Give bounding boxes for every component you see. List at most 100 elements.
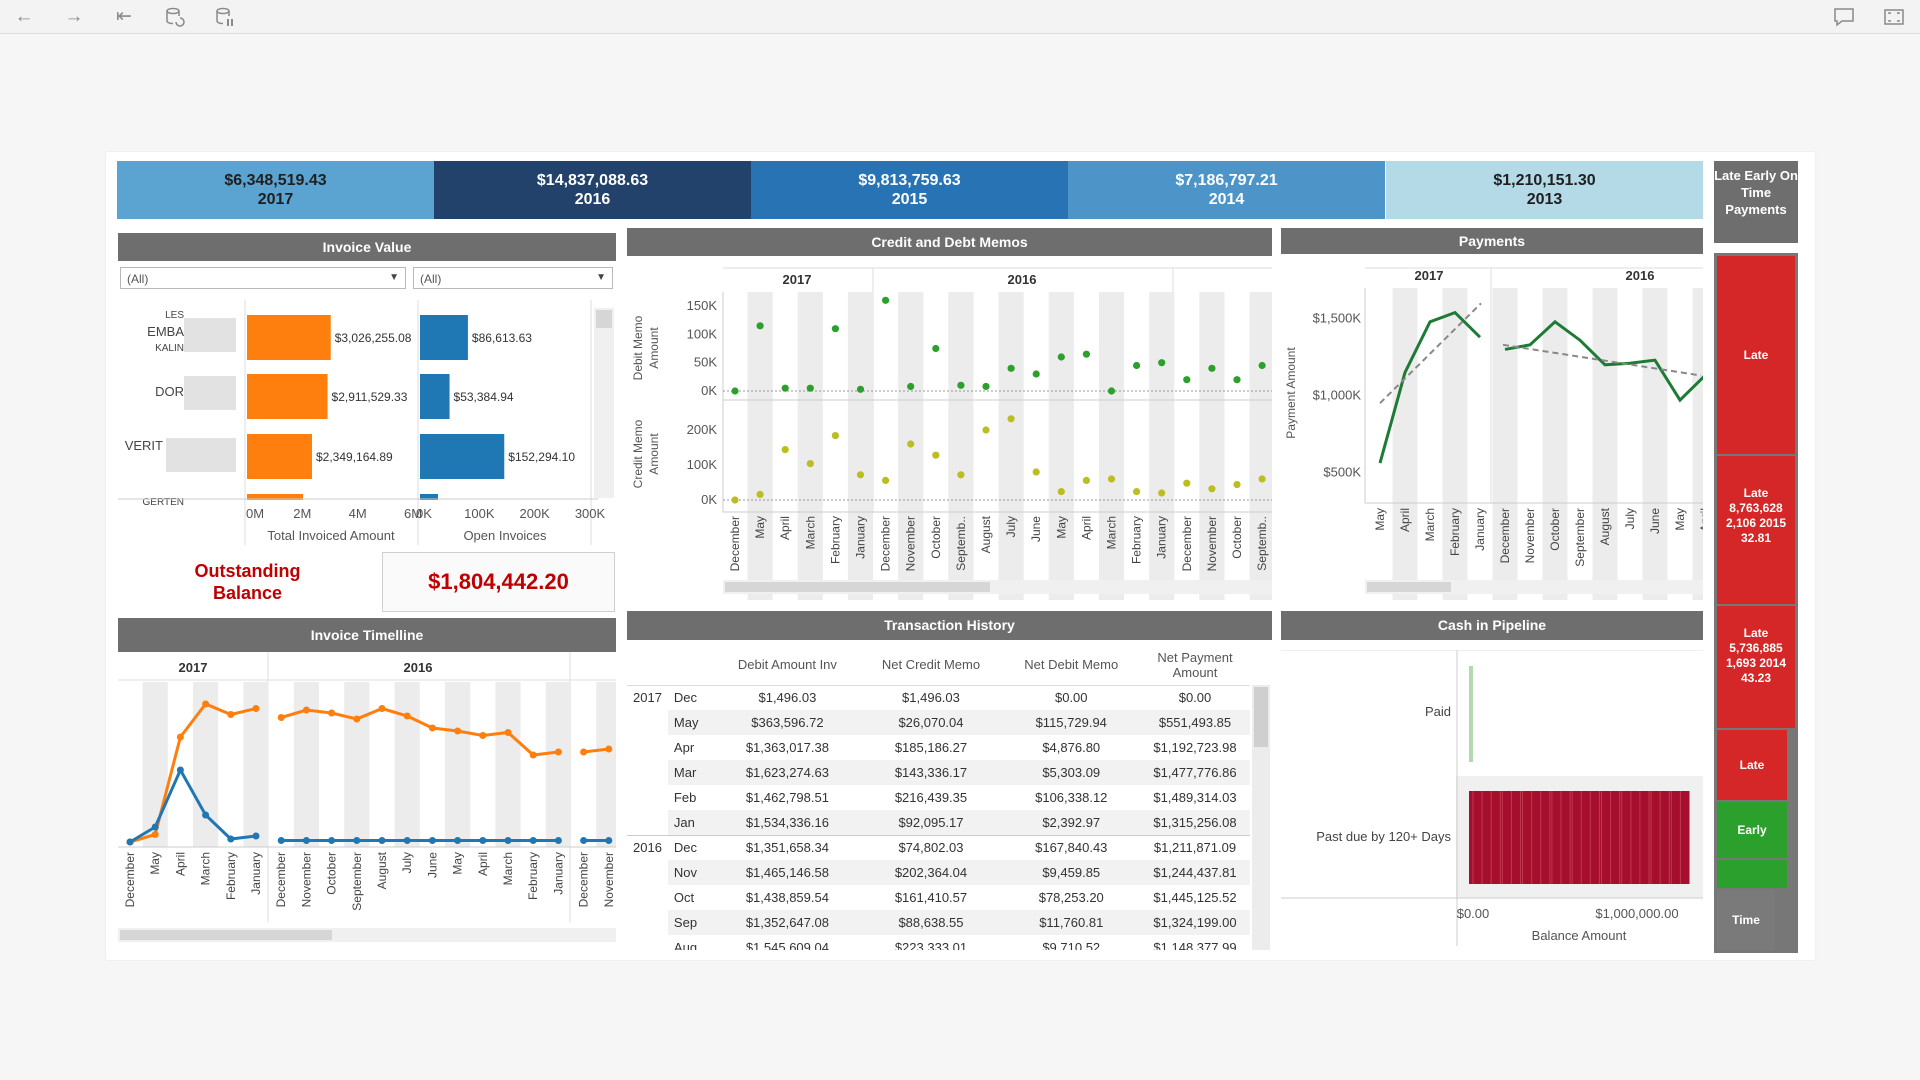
timeline-point-blue [252,832,260,840]
table-cell: $167,840.43 [1035,840,1108,856]
invoice-filter-1[interactable]: (All) ▼ [120,267,406,289]
table-row[interactable]: Nov $1,465,146.58 $202,364.04 $9,459.85 $1,2… [627,860,1250,885]
column-header[interactable]: Net Credit Memo [859,645,1003,686]
column-stripe [1592,288,1618,600]
customer-logo-placeholder [184,318,236,352]
year-tile-2016[interactable]: $14,837,088.63 2016 [434,161,751,219]
year-tile-year: 2015 [891,191,928,208]
credit-point [1133,488,1141,496]
column-header[interactable] [627,645,668,686]
timeline-point-orange [227,711,235,718]
credit-point [756,490,764,498]
table-row[interactable]: 2016 Dec $1,351,658.34 $74,802.03 $167,840.4… [627,835,1250,860]
row-month: Dec [673,840,698,856]
table-row[interactable]: Sep $1,352,647.08 $88,638.55 $11,760.81 $1,3… [627,910,1250,935]
skip-back-icon[interactable]: ⇤ [116,6,132,27]
table-cell: $5,303.09 [1042,765,1101,780]
table-cell: $551,493.85 [1158,715,1232,730]
table-row[interactable]: Feb $1,462,798.51 $216,439.35 $106,338.12 $1… [627,785,1250,810]
column-header[interactable]: Net Payment Amount [1140,645,1250,686]
year-label: 2016 [1008,272,1037,287]
month-label: September [350,852,364,911]
debit-point [1183,376,1191,384]
timeline-point-orange [302,706,310,714]
legend-block-1[interactable]: Late 8,763,628 2,106 2015 32.81 [1717,456,1795,604]
customer-label: GERTEN [143,497,185,508]
legend-block-4[interactable]: Early [1717,802,1787,858]
year-tile-amount: $9,813,759.63 [858,172,961,189]
timeline-point-orange [454,727,462,735]
table-cell: $1,496.03 [758,690,817,706]
credit-tick: 100K [687,457,718,472]
year-tile-2013[interactable]: $1,210,151.30 2013 [1386,161,1703,219]
debit-point [856,385,865,393]
payment-tick: $1,500K [1313,311,1362,326]
column-stripe [1098,292,1125,600]
year-tile-2015[interactable]: $9,813,759.63 2015 [751,161,1068,219]
table-row[interactable]: 2017 Dec $1,496.03 $1,496.03 $0.00 $0.00 [627,685,1250,710]
table-cell: $143,336.17 [894,765,968,780]
refresh-data-icon[interactable] [162,5,186,29]
table-cell: $1,148,377.99 [1153,940,1237,950]
table-row[interactable]: Oct $1,438,859.54 $161,410.57 $78,253.20 $1,… [627,885,1250,910]
column-stripe [847,292,874,600]
table-row[interactable]: May $363,596.72 $26,070.04 $115,729.94 $551,… [627,710,1250,735]
total-axis-title: Total Invoiced Amount [267,528,395,543]
legend-block-6[interactable]: Time [1717,890,1775,950]
year-tile-2017[interactable]: $6,348,519.43 2017 [117,161,434,219]
row-month: Aug [673,940,698,950]
legend-block-2[interactable]: Late 5,736,885 1,693 2014 43.23 [1717,606,1795,728]
table-row[interactable]: Jan $1,534,336.16 $92,095.17 $2,392.97 $1,31… [627,810,1250,835]
table-cell: $1,477,776.86 [1153,765,1237,780]
month-label: July [400,852,414,873]
transactions-scroll-thumb[interactable] [1254,687,1268,747]
table-row[interactable]: Apr $1,363,017.38 $185,186.27 $4,876.80 $1,1… [627,735,1250,760]
debit-point [1208,364,1216,372]
table-cell: $1,315,256.08 [1153,814,1237,830]
year-label: 2017 [179,660,208,675]
credit-tick: 0K [701,492,717,507]
row-year [627,860,668,885]
total-tick: 4M [349,506,367,521]
legend-block-3[interactable]: Late [1717,730,1787,800]
column-stripe [1392,288,1418,600]
pause-data-icon[interactable] [212,5,236,29]
forward-arrow-icon[interactable]: → [64,6,84,27]
row-month: Sep [673,915,698,930]
column-stripe [948,292,974,600]
open-axis-title: Open Invoices [463,528,547,543]
column-stripe [1149,292,1175,600]
back-arrow-icon[interactable]: ← [14,6,34,27]
table-row[interactable]: Mar $1,623,274.63 $143,336.17 $5,303.09 $1,4… [627,760,1250,785]
debit-axis-title: Debit Memo [631,315,645,380]
column-stripe [1249,292,1272,600]
pipeline-chart: Paid Past due by 120+ Days $0.00 $1,000,000… [1281,650,1703,946]
credit-point [932,451,940,459]
credit-point [806,460,814,468]
bar-open-label: $86,613.63 [472,331,532,345]
year-tile-2014[interactable]: $7,186,797.21 2014 [1068,161,1385,219]
debit-point [781,384,789,392]
customer-label: KALIN [155,343,184,354]
debit-point [731,387,739,395]
column-header[interactable] [667,645,716,686]
fullscreen-icon[interactable] [1882,5,1906,29]
payment-axis-title: Payment Amount [1284,347,1298,439]
table-row[interactable]: Aug $1,545,609.04 $223,333.01 $9,710.52 $1,1… [627,935,1250,950]
customer-logo-placeholder [166,438,236,472]
month-label: December [123,852,137,907]
legend-block-0[interactable]: Late [1717,256,1795,454]
comment-icon[interactable] [1832,5,1856,29]
month-label: June [425,852,439,878]
legend-block-5[interactable] [1717,860,1787,888]
column-header[interactable]: Net Debit Memo [1002,645,1140,686]
column-header[interactable]: Debit Amount Inv [715,645,860,686]
month-label: December [728,516,742,571]
bar-total-DOR [247,374,328,419]
bar-total-EMBA [247,315,331,360]
month-label: January [551,852,565,895]
year-tile-year: 2014 [1208,191,1245,208]
transactions-scrollbar[interactable] [1252,685,1270,950]
invoice-filter-2[interactable]: (All) ▼ [413,267,613,289]
row-month: Dec [673,690,698,706]
